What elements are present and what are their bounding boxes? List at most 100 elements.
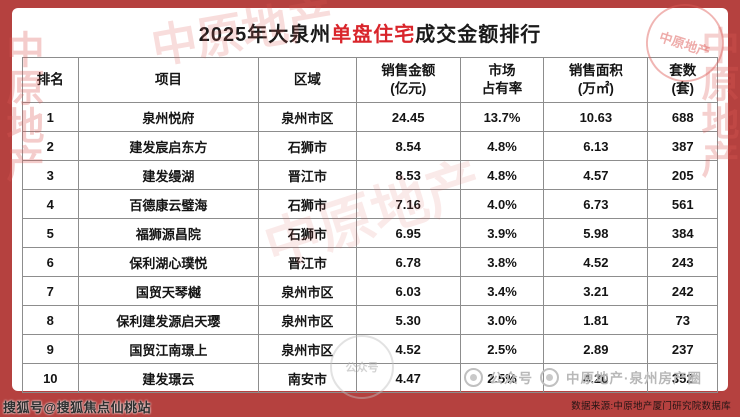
table-cell: 242: [647, 276, 718, 306]
table-cell: 7: [22, 276, 79, 306]
table-cell: 24.45: [355, 102, 461, 132]
official-account-label: 公众号: [489, 371, 533, 386]
table-cell: 国贸江南璟上: [77, 334, 260, 364]
table-cell: 9: [22, 334, 79, 364]
table-cell: 387: [647, 131, 718, 161]
table-cell: 8.54: [355, 131, 461, 161]
table-cell: 4.52: [355, 334, 461, 364]
table-cell: 保利湖心璞悦: [77, 247, 260, 277]
column-header: 销售金额 (亿元): [355, 57, 461, 103]
table-cell: 352: [647, 363, 718, 393]
title-prefix: 2025年大泉州: [198, 24, 332, 46]
table-cell: 4.8%: [459, 131, 545, 161]
table-cell: 243: [647, 247, 718, 277]
table-cell: 205: [647, 160, 718, 190]
table-cell: 561: [647, 189, 718, 219]
table-cell: 建发缦湖: [77, 160, 260, 190]
table-row: 6 保利湖心璞悦 晋江市 6.78 3.8% 4.52 243: [22, 247, 718, 277]
table-cell: 7.16: [355, 189, 461, 219]
table-cell: 688: [647, 102, 718, 132]
table-cell: 4.8%: [459, 160, 545, 190]
table-card: 2025年大泉州单盘住宅成交金额排行 排名 项目 区域 销售金额 (亿元) 市场 占有率…: [12, 8, 728, 393]
column-header: 市场 占有率: [459, 57, 545, 103]
table-row: 10 建发璟云 南安市 4.47 2.5% 4.20 352: [22, 363, 718, 393]
table-cell: 泉州市区: [258, 305, 357, 335]
table-cell: 3.4%: [459, 276, 545, 306]
table-cell: 3.0%: [459, 305, 545, 335]
table-cell: 4.47: [355, 363, 461, 393]
table-row: 4 百德康云璧海 石狮市 7.16 4.0% 6.73 561: [22, 189, 718, 219]
table-row: 3 建发缦湖 晋江市 8.53 4.8% 4.57 205: [22, 160, 718, 190]
table-cell: 保利建发源启天璎: [77, 305, 260, 335]
table-cell: 237: [647, 334, 718, 364]
table-cell: 4.0%: [459, 189, 545, 219]
table-cell: 10: [22, 363, 79, 393]
table-cell: 3.21: [543, 276, 649, 306]
table-cell: 6.03: [355, 276, 461, 306]
table-cell: 2.5%: [459, 334, 545, 364]
column-header: 排名: [22, 57, 79, 103]
table-cell: 6.95: [355, 218, 461, 248]
table-row: 8 保利建发源启天璎 泉州市区 5.30 3.0% 1.81 73: [22, 305, 718, 335]
column-header: 区域: [258, 57, 357, 103]
table-cell: 5.30: [355, 305, 461, 335]
column-header: 项目: [77, 57, 260, 103]
table-cell: 石狮市: [258, 218, 357, 248]
brand-logo-icon: [540, 367, 559, 387]
table-cell: 4.57: [543, 160, 649, 190]
column-header: 套数 (套): [647, 57, 718, 103]
title-highlight: 单盘住宅: [331, 24, 416, 46]
table-cell: 泉州市区: [258, 276, 357, 306]
table-cell: 4.52: [543, 247, 649, 277]
table-cell: 6.13: [543, 131, 649, 161]
table-cell: 3.9%: [459, 218, 545, 248]
table-cell: 8: [22, 305, 79, 335]
official-account-icon: [463, 367, 483, 387]
table-cell: 6.78: [355, 247, 461, 277]
table-cell: 2.89: [543, 334, 649, 364]
table-cell: 10.63: [543, 102, 649, 132]
title-suffix: 成交金额排行: [415, 24, 542, 46]
table-cell: 4.20: [543, 363, 649, 393]
table-cell: 3: [22, 160, 79, 190]
table-cell: 泉州市区: [258, 102, 357, 132]
table-cell: 建发宸启东方: [77, 131, 260, 161]
table-row: 7 国贸天琴樾 泉州市区 6.03 3.4% 3.21 242: [22, 276, 718, 306]
table-cell: 1.81: [543, 305, 649, 335]
brand-watermark-label: 中原地产·泉州房产圈: [566, 371, 702, 386]
data-source: 数据来源:中原地产厦门研究院数据库: [571, 401, 731, 412]
table-cell: 晋江市: [258, 160, 357, 190]
table-cell: 福狮源昌院: [77, 218, 260, 248]
table-row: 2 建发宸启东方 石狮市 8.54 4.8% 6.13 387: [22, 131, 718, 161]
table-cell: 石狮市: [258, 189, 357, 219]
ranking-table: 排名 项目 区域 销售金额 (亿元) 市场 占有率 销售面积 (万㎡) 套数 (套) 1 泉州…: [22, 57, 718, 393]
table-cell: 南安市: [258, 363, 357, 393]
table-cell: 百德康云璧海: [77, 189, 260, 219]
table-cell: 国贸天琴樾: [77, 276, 260, 306]
table-cell: 13.7%: [459, 102, 545, 132]
bottom-watermark: 公众号 中原地产·泉州房产圈: [463, 367, 703, 387]
table-row: 5 福狮源昌院 石狮市 6.95 3.9% 5.98 384: [22, 218, 718, 248]
table-cell: 石狮市: [258, 131, 357, 161]
table-cell: 1: [22, 102, 79, 132]
table-cell: 3.8%: [459, 247, 545, 277]
page-title: 2025年大泉州单盘住宅成交金额排行: [22, 18, 718, 47]
table-cell: 384: [647, 218, 718, 248]
table-row: 1 泉州悦府 泉州市区 24.45 13.7% 10.63 688: [22, 102, 718, 132]
table-cell: 5.98: [543, 218, 649, 248]
table-row: 9 国贸江南璟上 泉州市区 4.52 2.5% 2.89 237: [22, 334, 718, 364]
table-cell: 建发璟云: [77, 363, 260, 393]
table-cell: 泉州悦府: [77, 102, 260, 132]
header-row: 排名 项目 区域 销售金额 (亿元) 市场 占有率 销售面积 (万㎡) 套数 (套): [22, 57, 718, 103]
table-body: 1 泉州悦府 泉州市区 24.45 13.7% 10.63 688 2 建发宸启东方 石狮市 8.5…: [22, 102, 718, 393]
table-cell: 8.53: [355, 160, 461, 190]
table-cell: 泉州市区: [258, 334, 357, 364]
table-cell: 5: [22, 218, 79, 248]
table-cell: 晋江市: [258, 247, 357, 277]
table-cell: 2: [22, 131, 79, 161]
table-cell: 6: [22, 247, 79, 277]
table-cell: 73: [647, 305, 718, 335]
column-header: 销售面积 (万㎡): [543, 57, 649, 103]
table-cell: 6.73: [543, 189, 649, 219]
sohu-watermark: 搜狐号@搜狐焦点仙桃站: [3, 400, 152, 415]
